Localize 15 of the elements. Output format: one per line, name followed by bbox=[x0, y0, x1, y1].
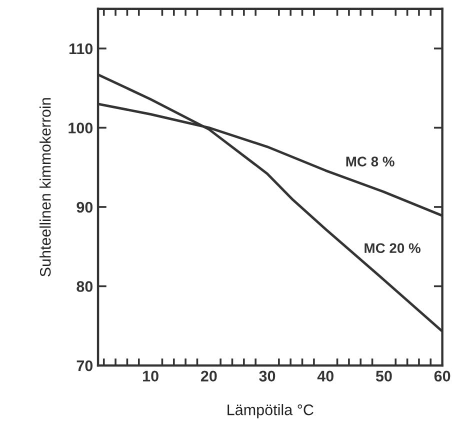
y-tick-label: 80 bbox=[76, 281, 93, 292]
x-tick-label: 40 bbox=[317, 370, 334, 382]
y-axis-title: Suhteellinen kimmokerroin bbox=[40, 98, 51, 276]
series-label: MC 8 % bbox=[346, 156, 394, 166]
x-tick-label: 10 bbox=[143, 370, 158, 382]
x-tick-label: 60 bbox=[434, 370, 450, 382]
y-tick-label: 90 bbox=[76, 202, 93, 213]
y-tick-label: 110 bbox=[69, 43, 93, 54]
y-tick-label: 100 bbox=[68, 122, 93, 134]
x-axis-title: Lämpötila °C bbox=[228, 404, 314, 418]
y-tick-label: 70 bbox=[76, 360, 93, 372]
series-label: MC 20 % bbox=[364, 243, 420, 254]
x-tick-label: 20 bbox=[200, 370, 217, 382]
x-tick-label: 50 bbox=[376, 370, 392, 382]
x-tick-label: 30 bbox=[259, 370, 276, 382]
